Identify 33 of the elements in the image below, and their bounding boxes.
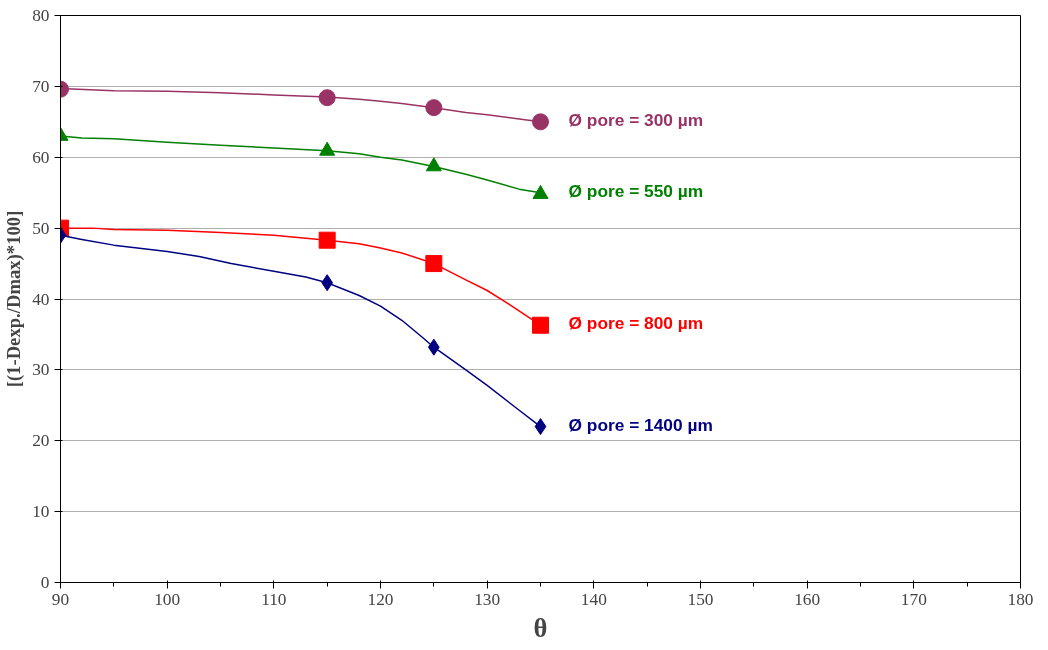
x-tick-label: 160 [794, 589, 821, 609]
series-label: Ø pore = 800 µm [568, 313, 704, 334]
y-tick-label: 30 [32, 360, 50, 380]
x-axis-title: θ [533, 612, 548, 643]
point [318, 89, 336, 107]
point [534, 418, 547, 436]
point [425, 157, 442, 172]
x-tick-label: 120 [367, 589, 394, 609]
x-tick-label: 130 [474, 589, 501, 609]
series-label: Ø pore = 550 µm [568, 180, 704, 201]
x-tick-label: 100 [154, 589, 181, 609]
series-label: Ø pore = 300 µm [568, 109, 704, 130]
point [532, 316, 549, 334]
y-axis-title: [(1-Dexp./Dmax)*100] [3, 210, 26, 388]
point [425, 255, 443, 273]
point [532, 113, 549, 131]
series-label: Ø pore = 1400 µm [568, 414, 713, 435]
y-tick-label: 70 [32, 76, 50, 96]
y-tick-label: 60 [32, 147, 50, 167]
x-tick-label: 180 [1007, 589, 1034, 609]
y-tick-label: 20 [32, 431, 50, 451]
y-tick-label: 0 [40, 573, 50, 592]
x-tick-label: 140 [580, 589, 607, 609]
y-tick-label: 10 [32, 502, 50, 522]
x-tick-label: 90 [51, 589, 70, 609]
y-tick-label: 80 [32, 6, 50, 25]
x-tick-label: 110 [261, 589, 287, 609]
y-tick-label: 50 [32, 218, 50, 238]
y-tick-label: 40 [32, 289, 50, 309]
x-tick-label: 170 [900, 589, 927, 609]
point [318, 231, 336, 249]
point [425, 99, 443, 117]
x-tick-label: 150 [687, 589, 714, 609]
